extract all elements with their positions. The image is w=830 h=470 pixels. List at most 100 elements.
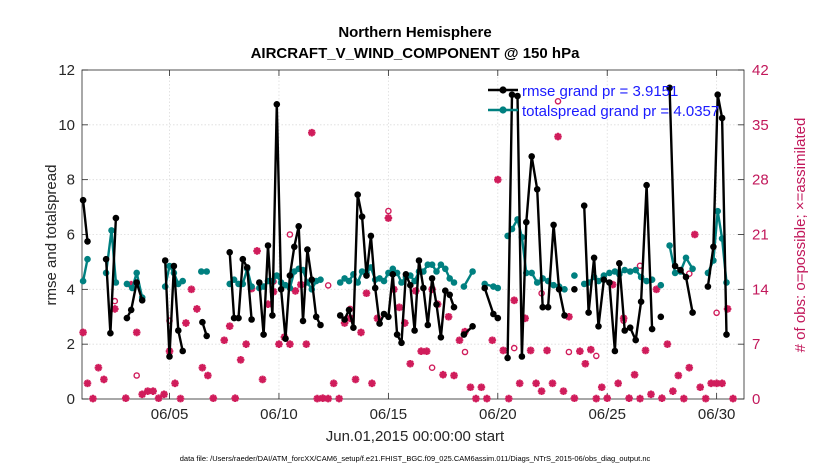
obs-possible-marker	[510, 344, 518, 352]
rmse-point	[286, 272, 294, 279]
obs-assimilated-marker	[625, 394, 633, 403]
totalspread-point	[79, 277, 87, 285]
rmse-point	[621, 327, 628, 334]
totalspread-point	[442, 265, 449, 273]
y-tick-label-right: 28	[752, 172, 769, 189]
rmse-line-segment	[81, 200, 89, 242]
rmse-point	[295, 223, 303, 230]
totalspread-point	[203, 268, 210, 275]
y-tick-label-right: 14	[752, 281, 769, 298]
obs-possible-marker	[554, 98, 562, 105]
obs-assimilated-marker	[340, 319, 349, 327]
rmse-point	[312, 313, 320, 321]
rmse-point	[600, 276, 608, 284]
totalspread-point	[345, 277, 353, 285]
rmse-point	[585, 309, 592, 316]
series-obs-assimilated	[79, 128, 737, 403]
totalspread-point	[317, 276, 324, 284]
obs-possible-marker	[713, 309, 720, 317]
rmse-point	[648, 325, 656, 333]
obs-assimilated-marker	[581, 359, 590, 368]
totalspread-point	[380, 277, 388, 285]
obs-assimilated-marker	[313, 394, 322, 403]
rmse-point	[166, 353, 173, 360]
obs-assimilated-marker	[515, 379, 524, 388]
rmse-point	[533, 186, 541, 193]
obs-assimilated-marker	[335, 394, 343, 403]
obs-assimilated-marker	[669, 387, 677, 395]
totalspread-point	[450, 279, 458, 286]
series-obs-possible	[111, 98, 720, 379]
rmse-point	[402, 271, 410, 278]
obs-assimilated-marker	[160, 390, 168, 399]
rmse-point	[389, 271, 397, 278]
rmse-point	[243, 264, 251, 271]
obs-assimilated-marker	[510, 296, 519, 305]
obs-assimilated-marker	[729, 394, 737, 403]
legend-marker-rmse	[499, 86, 507, 94]
rmse-line-segment	[668, 87, 694, 313]
obs-assimilated-marker	[526, 346, 535, 355]
obs-possible-marker	[686, 270, 693, 278]
obs-assimilated-marker	[258, 375, 267, 384]
totalspread-point	[533, 279, 541, 286]
obs-assimilated-marker	[225, 322, 234, 330]
series-rmse	[79, 84, 730, 362]
obs-assimilated-marker	[83, 379, 92, 388]
obs-assimilated-marker	[576, 347, 584, 356]
obs-possible-marker	[324, 282, 332, 289]
legend-label-rmse: rmse grand pr = 3.9151	[522, 83, 678, 100]
obs-assimilated-marker	[220, 336, 229, 345]
rmse-point	[415, 257, 423, 264]
obs-assimilated-marker	[79, 328, 87, 337]
obs-assimilated-marker	[384, 214, 393, 222]
totalspread-point	[398, 279, 405, 286]
rmse-point	[523, 218, 530, 226]
totalspread-point	[714, 207, 721, 215]
y-tick-label-right: 21	[752, 227, 769, 244]
rmse-point	[282, 335, 289, 343]
rmse-point	[273, 101, 281, 108]
obs-assimilated-marker	[707, 379, 715, 388]
rmse-point	[385, 313, 392, 321]
obs-assimilated-marker	[483, 394, 491, 403]
obs-assimilated-marker	[477, 383, 486, 392]
rmse-point	[671, 262, 679, 270]
rmse-point	[363, 272, 370, 279]
totalspread-point	[123, 280, 131, 288]
obs-assimilated-marker	[209, 394, 218, 403]
rmse-point	[138, 297, 146, 304]
rmse-point	[481, 284, 489, 292]
obs-assimilated-marker	[565, 312, 573, 321]
obs-assimilated-marker	[231, 394, 239, 403]
totalspread-point	[643, 277, 650, 285]
rmse-point	[345, 306, 353, 314]
rmse-point	[341, 316, 348, 323]
totalspread-point	[657, 281, 665, 289]
rmse-point	[407, 281, 414, 289]
rmse-point	[428, 275, 436, 282]
rmse-point	[637, 298, 645, 306]
rmse-point	[508, 91, 516, 98]
totalspread-point	[671, 269, 679, 277]
obs-assimilated-marker	[652, 285, 661, 294]
obs-assimilated-marker	[690, 230, 699, 239]
obs-assimilated-marker	[439, 370, 447, 379]
obs-assimilated-marker	[701, 394, 710, 403]
obs-assimilated-marker	[236, 356, 245, 364]
y-tick-label-right: 7	[752, 336, 760, 353]
rmse-point	[590, 254, 598, 262]
obs-assimilated-marker	[718, 379, 726, 388]
rmse-point	[616, 260, 623, 267]
rmse-point	[561, 312, 568, 319]
totalspread-point	[108, 227, 115, 234]
totalspread-point	[84, 255, 91, 263]
obs-assimilated-marker	[111, 305, 119, 313]
totalspread-point	[606, 269, 613, 277]
rmse-point	[248, 316, 255, 323]
totalspread-point	[621, 266, 628, 274]
obs-assimilated-marker	[696, 383, 705, 392]
obs-assimilated-marker	[674, 371, 683, 380]
rmse-point	[626, 324, 634, 332]
